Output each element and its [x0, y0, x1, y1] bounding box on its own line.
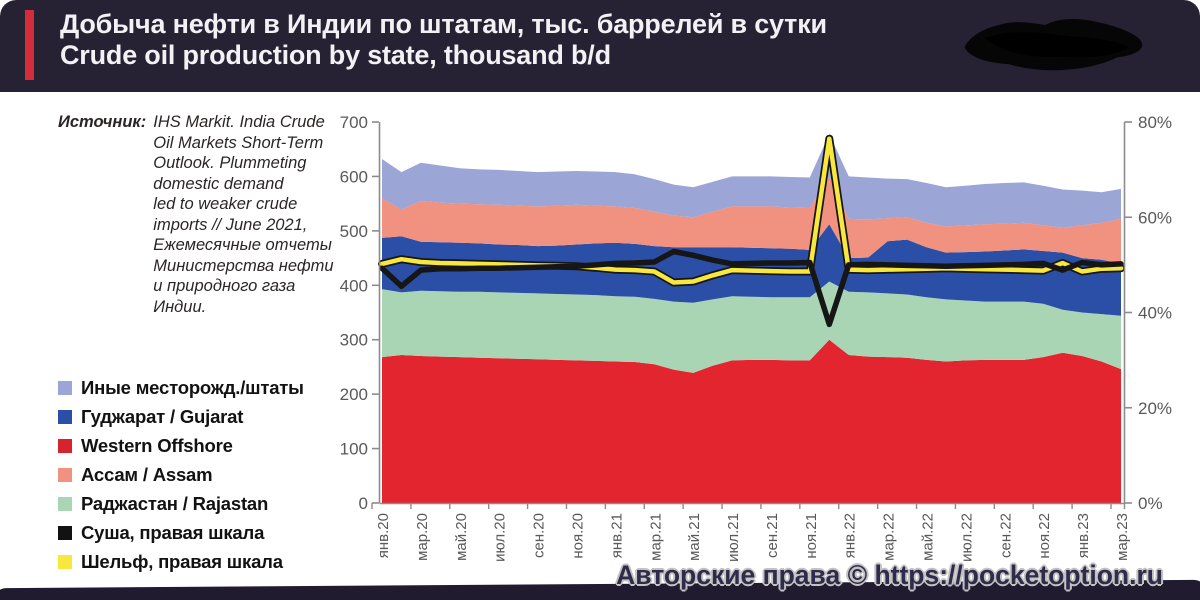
right-axis-label: 80%	[1138, 113, 1172, 132]
source-label: Источник:	[58, 113, 147, 131]
legend-swatch-other	[58, 381, 72, 396]
legend-label: Шельф, правая шкала	[81, 550, 283, 572]
x-axis-label: сен.21	[764, 513, 781, 558]
legend-item-onshore: Суша, правая шкала	[58, 518, 304, 547]
left-axis-label: 600	[340, 167, 368, 186]
x-axis-label: янв.23	[1075, 513, 1092, 558]
area-western-offshore	[382, 339, 1121, 503]
header: Добыча нефти в Индии по штатам, тыс. бар…	[0, 0, 1200, 92]
legend-item-assam: Ассам / Assam	[58, 461, 304, 490]
watermark: Авторские права © https://pocketoption.r…	[616, 560, 1163, 590]
x-axis-label: сен.22	[997, 513, 1014, 558]
legend-swatch-western-offshore	[58, 439, 72, 454]
title-ru: Добыча нефти в Индии по штатам, тыс. бар…	[60, 9, 827, 39]
left-axis-label: 400	[340, 276, 368, 295]
legend-label: Western Offshore	[81, 435, 233, 457]
line-onshore	[379, 248, 1124, 328]
x-axis-label: июл.22	[958, 513, 975, 562]
legend-swatch-gujarat	[58, 410, 72, 425]
area-other	[382, 134, 1121, 228]
right-axis-label: 0%	[1138, 494, 1163, 513]
x-axis-label: мар.22	[881, 513, 898, 561]
x-axis-label: ноя.22	[1036, 513, 1053, 559]
legend-item-other: Иные месторожд./штаты	[58, 374, 304, 403]
left-axis-label: 700	[340, 113, 368, 132]
legend-swatch-assam	[58, 468, 72, 483]
chart-title: Добыча нефти в Индии по штатам, тыс. бар…	[60, 9, 827, 71]
title-accent-bar	[25, 10, 34, 80]
legend-swatch-onshore	[58, 525, 72, 540]
x-axis-label: ноя.21	[803, 513, 820, 559]
left-axis-label: 0	[359, 494, 368, 513]
source-text: IHS Markit. India Crude Oil Markets Shor…	[153, 113, 334, 316]
legend-label: Раджастан / Rajastan	[81, 493, 269, 514]
x-axis-label: ноя.20	[569, 513, 586, 559]
line-shelf	[379, 136, 1124, 285]
x-axis-label: июл.20	[492, 513, 509, 562]
left-axis-label: 200	[340, 385, 368, 404]
x-axis-label: май.20	[453, 513, 470, 561]
legend-item-gujarat: Гуджарат / Gujarat	[58, 403, 304, 432]
right-axis-label: 60%	[1138, 208, 1172, 227]
legend-item-shelf: Шельф, правая шкала	[58, 547, 304, 576]
x-axis-label: янв.20	[375, 513, 392, 558]
legend-swatch-rajastan	[58, 497, 72, 511]
x-axis-label: май.21	[686, 513, 703, 561]
x-axis-label: мар.21	[647, 513, 664, 561]
legend-label: Суша, правая шкала	[81, 521, 265, 543]
left-axis-label: 500	[340, 222, 368, 241]
area-assam	[382, 176, 1121, 264]
x-axis-label: июл.21	[725, 513, 742, 562]
right-axis-label: 40%	[1138, 304, 1172, 323]
x-axis-label: сен.20	[531, 513, 548, 558]
x-axis-label: янв.21	[608, 513, 625, 558]
legend-item-western-offshore: Western Offshore	[58, 432, 304, 461]
legend: Иные месторожд./штаты Гуджарат / Gujarat…	[58, 374, 304, 576]
x-axis-label: янв.22	[842, 513, 859, 558]
x-axis-label: мар.20	[414, 513, 431, 561]
legend-label: Иные месторожд./штаты	[81, 377, 304, 399]
legend-item-rajastan: Раджастан / Rajastan	[58, 490, 304, 519]
redacted-logo-scribble	[964, 19, 1143, 71]
source-note: Источник: IHS Markit. India Crude Oil Ma…	[58, 112, 338, 317]
title-en: Crude oil production by state, thousand …	[60, 40, 611, 70]
legend-label: Ассам / Assam	[81, 464, 213, 486]
area-rajastan	[382, 281, 1121, 373]
left-axis-label: 100	[340, 440, 368, 459]
left-axis-label: 300	[340, 331, 368, 350]
x-axis-label: май.22	[920, 513, 937, 561]
x-axis-label: мар.23	[1114, 513, 1131, 561]
legend-swatch-shelf	[58, 554, 72, 569]
right-axis-label: 20%	[1138, 399, 1172, 418]
legend-label: Гуджарат / Gujarat	[81, 406, 244, 428]
